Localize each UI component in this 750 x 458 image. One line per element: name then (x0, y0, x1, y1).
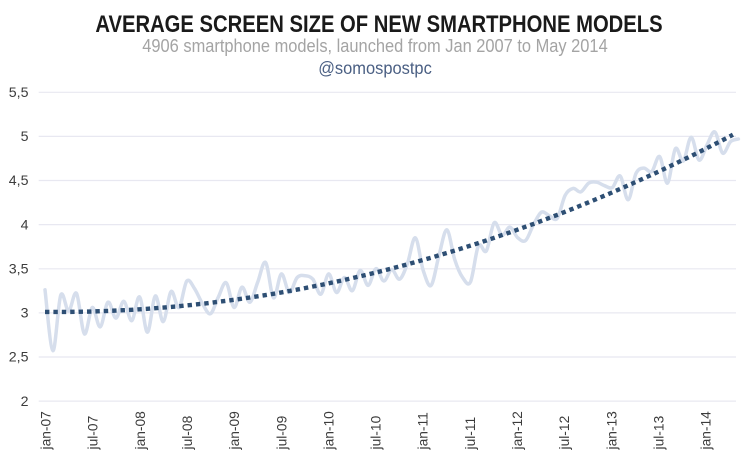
svg-text:jul-09: jul-09 (274, 415, 289, 450)
svg-text:5: 5 (21, 129, 29, 145)
svg-text:jul-10: jul-10 (369, 415, 384, 450)
svg-text:jan-09: jan-09 (227, 411, 242, 451)
svg-text:2: 2 (21, 394, 29, 410)
svg-text:4: 4 (21, 217, 29, 233)
svg-text:jul-11: jul-11 (463, 417, 478, 451)
svg-text:jan-08: jan-08 (133, 411, 148, 451)
svg-text:2,5: 2,5 (9, 350, 29, 366)
svg-text:5,5: 5,5 (9, 85, 29, 101)
svg-text:3,5: 3,5 (9, 262, 29, 278)
svg-text:3: 3 (21, 306, 29, 322)
svg-text:jul-07: jul-07 (86, 416, 101, 451)
svg-text:jan-07: jan-07 (39, 411, 54, 450)
svg-text:jan-11: jan-11 (416, 412, 431, 450)
svg-text:4,5: 4,5 (9, 173, 29, 189)
svg-text:jul-08: jul-08 (180, 415, 195, 450)
svg-text:jan-13: jan-13 (604, 411, 619, 451)
svg-text:jul-12: jul-12 (557, 416, 572, 451)
svg-text:jan-12: jan-12 (510, 411, 525, 450)
svg-text:jan-10: jan-10 (322, 411, 337, 451)
svg-text:jul-13: jul-13 (652, 415, 667, 450)
svg-text:jan-14: jan-14 (699, 411, 714, 451)
